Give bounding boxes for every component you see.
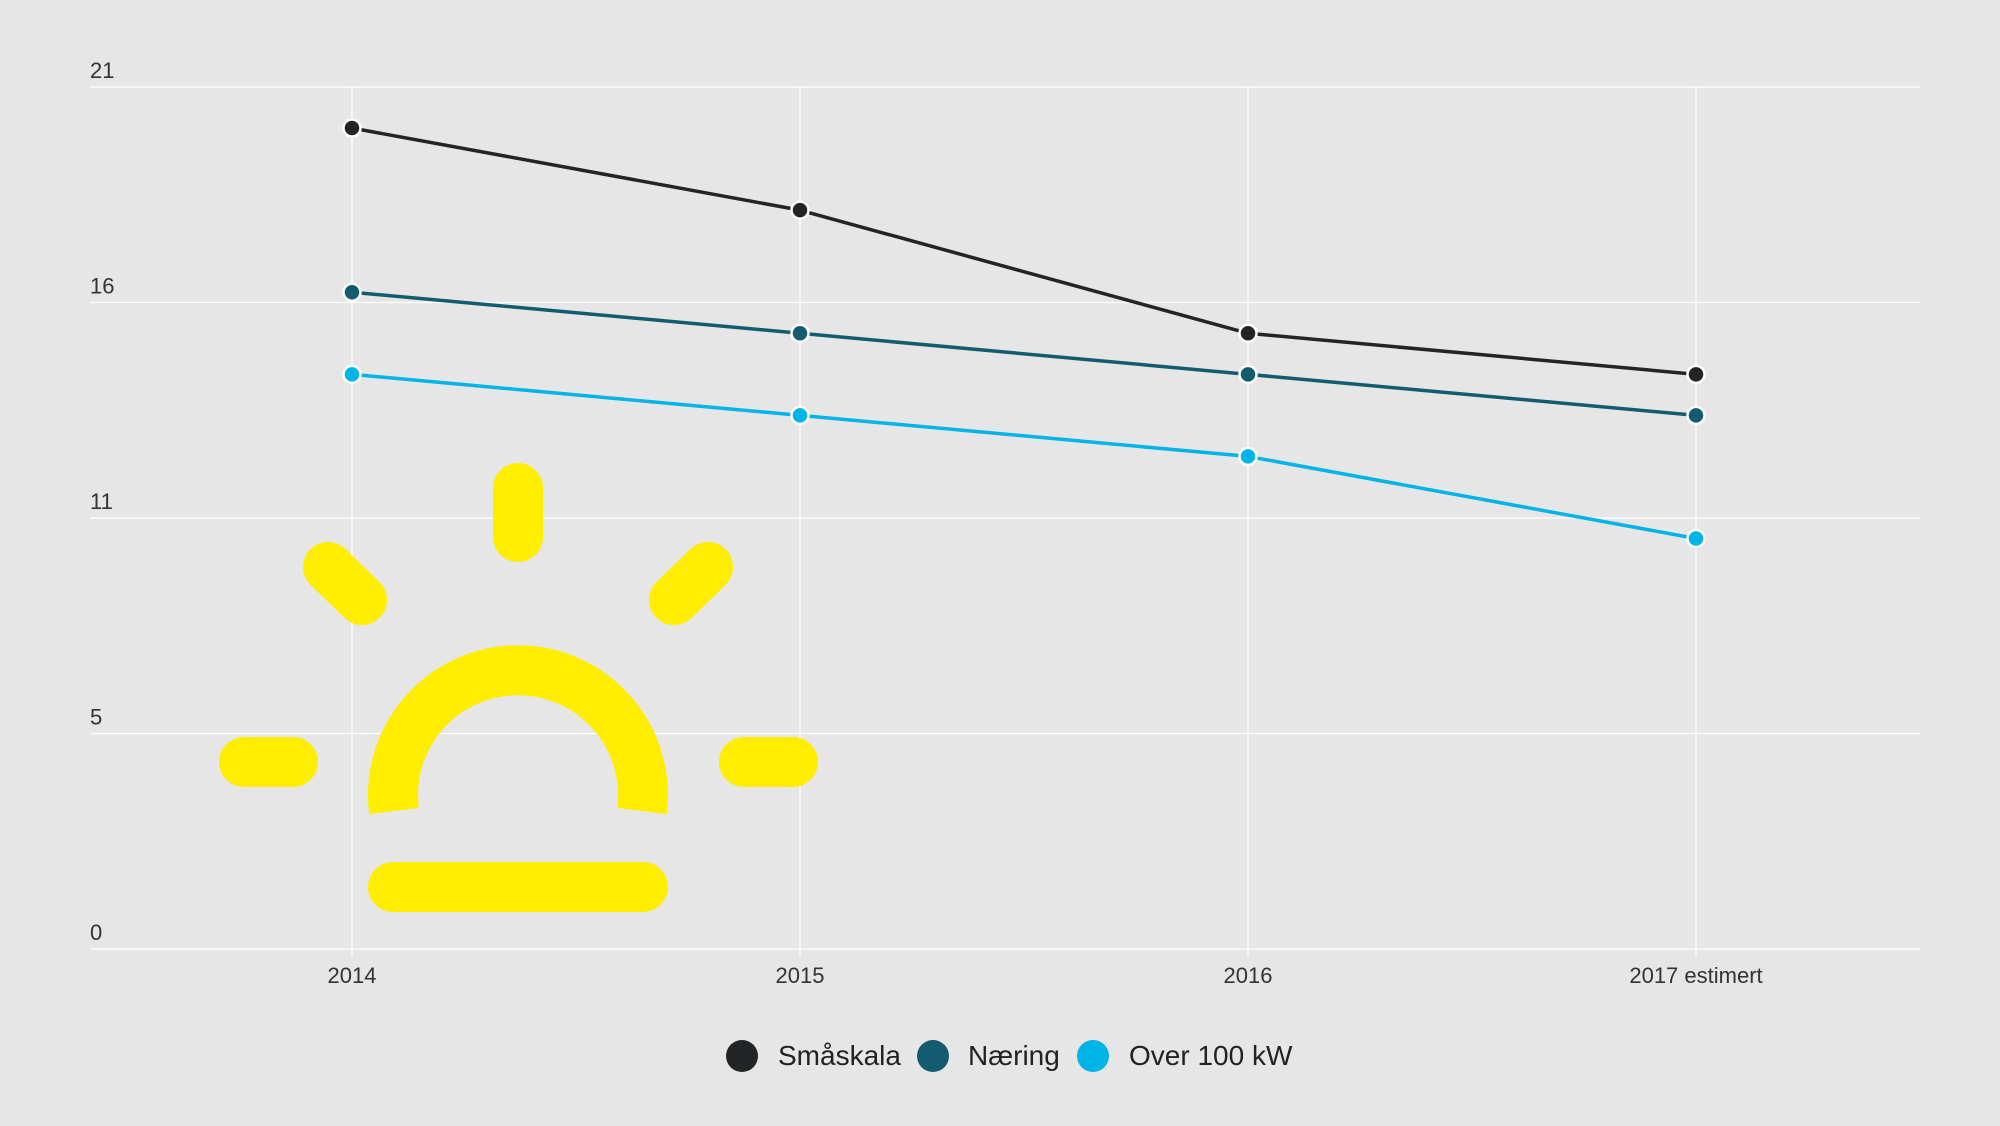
data-point [790, 323, 810, 344]
series-line [351, 290, 1697, 418]
data-point [342, 118, 362, 138]
data-point [342, 282, 362, 302]
x-tick-label: 2014 [328, 963, 377, 988]
x-tick-label: 2015 [776, 963, 825, 988]
legend-label: Næring [968, 1040, 1060, 1071]
legend-swatch [917, 1040, 949, 1072]
data-point [790, 405, 810, 426]
data-point [342, 364, 362, 385]
axis-labels: 0 5 11 16 21 2014 2015 2016 2017 estimert [90, 58, 1763, 988]
legend-label: Småskala [778, 1040, 901, 1071]
data-point [1238, 364, 1258, 385]
data-point [790, 200, 810, 220]
sun-ray-upper-right [649, 542, 733, 625]
data-point [1238, 323, 1258, 344]
data-point [1686, 405, 1706, 426]
data-point [1686, 528, 1706, 549]
legend-swatch [1077, 1040, 1109, 1072]
x-tick-label: 2017 estimert [1629, 963, 1762, 988]
legend: Småskala Næring Over 100 kW [726, 1040, 1293, 1072]
data-point [1238, 446, 1258, 467]
legend-label: Over 100 kW [1129, 1040, 1293, 1071]
y-tick-label: 11 [90, 489, 113, 514]
sun-arc [368, 645, 668, 815]
sun-ray-upper-left [303, 542, 387, 625]
x-tick-label: 2016 [1224, 963, 1273, 988]
data-point [1686, 364, 1706, 385]
sunrise-icon [219, 463, 818, 912]
legend-swatch [726, 1040, 758, 1072]
series-line [351, 372, 1697, 541]
y-tick-label: 21 [90, 58, 114, 83]
grid [90, 86, 1920, 957]
y-tick-label: 16 [90, 274, 114, 299]
y-tick-label: 0 [90, 920, 102, 945]
series-lines [342, 118, 1706, 549]
y-tick-label: 5 [90, 705, 102, 730]
series-line [351, 126, 1697, 377]
